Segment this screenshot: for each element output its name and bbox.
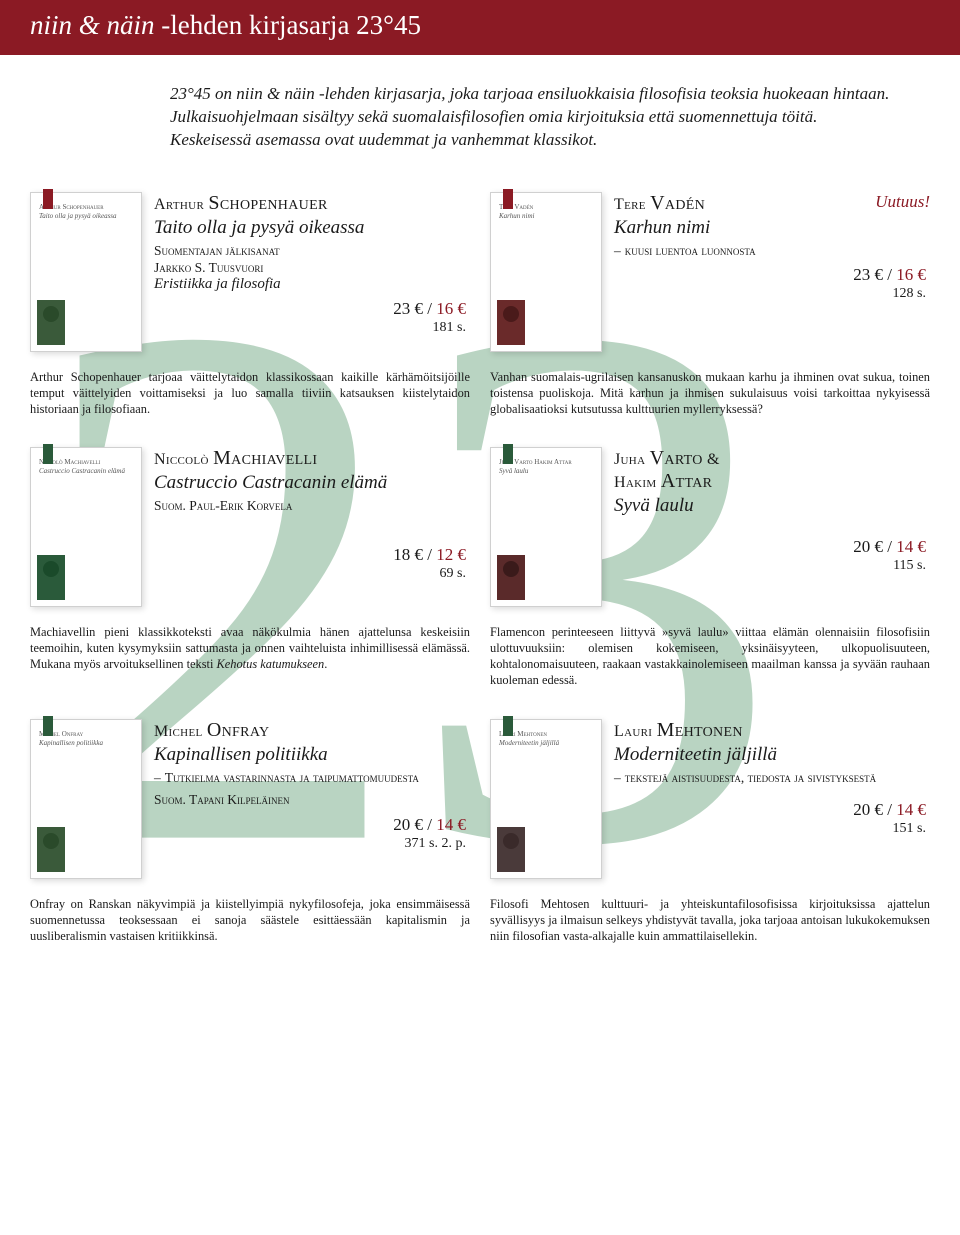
cover-title: Castruccio Castracanin elämä	[39, 468, 133, 476]
book-card: Michel Onfray Kapinallisen politiikka Mi…	[30, 719, 470, 945]
book-author: Arthur Schopenhauer	[154, 192, 470, 215]
book-card: Arthur Schopenhauer Taito olla ja pysyä …	[30, 192, 470, 418]
book-author: Lauri Mehtonen	[614, 719, 930, 742]
book-card: Lauri Mehtonen Moderniteetin jäljillä La…	[490, 719, 930, 945]
cover-title: Syvä laulu	[499, 468, 593, 476]
page-header: niin & näin -lehden kirjasarja 23°45	[0, 0, 960, 55]
cover-title: Moderniteetin jäljillä	[499, 740, 593, 748]
book-cover: Tere Vadén Karhun nimi	[490, 192, 602, 352]
cover-author: Lauri Mehtonen	[499, 730, 593, 738]
book-catalog: Arthur Schopenhauer Taito olla ja pysyä …	[0, 162, 960, 995]
cover-author: Michel Onfray	[39, 730, 133, 738]
book-cover: Michel Onfray Kapinallisen politiikka	[30, 719, 142, 879]
book-price: 20 € / 14 €	[154, 815, 466, 835]
book-title: Kapinallisen politiikka	[154, 744, 470, 766]
cover-art	[497, 300, 525, 345]
cover-author: Arthur Schopenhauer	[39, 203, 133, 211]
catalog-row: Niccolò Machiavelli Castruccio Castracan…	[30, 447, 930, 689]
cover-ribbon	[43, 444, 53, 464]
translator: Suom. Paul-Erik Korvela	[154, 498, 470, 515]
new-badge: Uutuus!	[875, 192, 930, 212]
cover-ribbon	[43, 716, 53, 736]
book-cover: Arthur Schopenhauer Taito olla ja pysyä …	[30, 192, 142, 352]
book-author: Niccolò Machiavelli	[154, 447, 470, 470]
book-description: Flamencon perinteeseen liittyvä »syvä la…	[490, 625, 930, 689]
translator-label: Suomentajan jälkisanat	[154, 243, 470, 260]
intro-text: 23°45 on niin & näin -lehden kirjasarja,…	[0, 55, 960, 162]
book-author: Juha Varto & Hakim Attar	[614, 447, 930, 493]
book-price: 18 € / 12 €	[154, 545, 466, 565]
book-pages: 151 s.	[614, 821, 926, 837]
book-card: Tere Vadén Karhun nimi Uutuus! Tere Vadé…	[490, 192, 930, 418]
book-description: Vanhan suomalais-ugrilaisen kansanuskon …	[490, 370, 930, 418]
cover-art	[37, 300, 65, 345]
catalog-row: Arthur Schopenhauer Taito olla ja pysyä …	[30, 192, 930, 418]
cover-ribbon	[503, 716, 513, 736]
cover-ribbon	[503, 444, 513, 464]
cover-author: Juha Varto Hakim Attar	[499, 458, 593, 466]
book-description: Onfray on Ranskan näkyvimpiä ja kiistell…	[30, 897, 470, 945]
cover-author: Tere Vadén	[499, 203, 593, 211]
book-subtitle: –Tutkielma vastarinnasta ja taipumattomu…	[154, 770, 470, 786]
cover-art	[37, 827, 65, 872]
cover-title: Taito olla ja pysyä oikeassa	[39, 213, 133, 221]
book-description: Filosofi Mehtosen kulttuuri- ja yhteisku…	[490, 897, 930, 945]
book-pages: 69 s.	[154, 566, 466, 582]
cover-title: Kapinallisen politiikka	[39, 740, 133, 748]
book-subtitle: –tekstejä aistisuudesta, tiedosta ja siv…	[614, 770, 930, 786]
book-subtitle: –kuusi luentoa luonnosta	[614, 243, 930, 259]
book-title: Castruccio Castracanin elämä	[154, 472, 470, 494]
book-title: Taito olla ja pysyä oikeassa	[154, 217, 470, 239]
cover-author: Niccolò Machiavelli	[39, 458, 133, 466]
book-description: Machiavellin pieni klassikkoteksti avaa …	[30, 625, 470, 673]
book-price: 20 € / 14 €	[614, 800, 926, 820]
book-cover: Juha Varto Hakim Attar Syvä laulu	[490, 447, 602, 607]
book-pages: 181 s.	[154, 320, 466, 336]
cover-art	[37, 555, 65, 600]
book-price: 23 € / 16 €	[154, 299, 466, 319]
book-title: Moderniteetin jäljillä	[614, 744, 930, 766]
book-cover: Niccolò Machiavelli Castruccio Castracan…	[30, 447, 142, 607]
translator-name: Jarkko S. Tuusvuori	[154, 260, 470, 277]
header-brand: niin & näin	[30, 10, 155, 40]
book-pages: 115 s.	[614, 558, 926, 574]
book-pages: 371 s. 2. p.	[154, 836, 466, 852]
cover-ribbon	[503, 189, 513, 209]
book-price: 20 € / 14 €	[614, 537, 926, 557]
book-pages: 128 s.	[614, 286, 926, 302]
cover-title: Karhun nimi	[499, 213, 593, 221]
header-tail: -lehden kirjasarja 23°45	[155, 10, 421, 40]
cover-art	[497, 555, 525, 600]
book-description: Arthur Schopenhauer tarjoaa väittelytaid…	[30, 370, 470, 418]
book-card: Juha Varto Hakim Attar Syvä laulu Juha V…	[490, 447, 930, 689]
cover-art	[497, 827, 525, 872]
translator: Suom. Tapani Kilpeläinen	[154, 792, 470, 809]
book-cover: Lauri Mehtonen Moderniteetin jäljillä	[490, 719, 602, 879]
book-card: Niccolò Machiavelli Castruccio Castracan…	[30, 447, 470, 689]
book-title: Karhun nimi	[614, 217, 930, 239]
catalog-row: Michel Onfray Kapinallisen politiikka Mi…	[30, 719, 930, 945]
book-author: Michel Onfray	[154, 719, 470, 742]
book-price: 23 € / 16 €	[614, 265, 926, 285]
essay-title: Eristiikka ja filosofia	[154, 276, 470, 293]
book-title: Syvä laulu	[614, 495, 930, 517]
cover-ribbon	[43, 189, 53, 209]
